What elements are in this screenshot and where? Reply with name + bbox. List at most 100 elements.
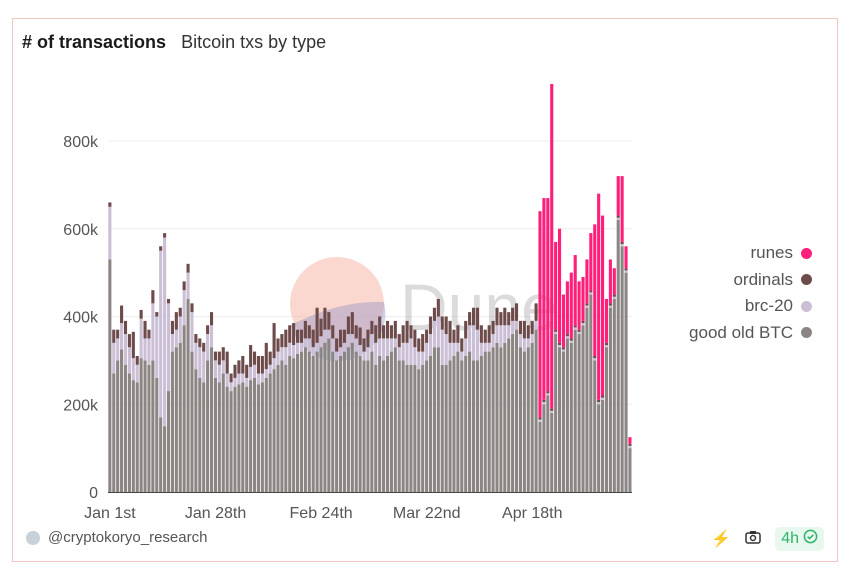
bar-good-old-btc[interactable] xyxy=(120,349,124,492)
bar-good-old-btc[interactable] xyxy=(436,347,440,492)
bar-ordinals[interactable] xyxy=(448,320,452,343)
bar-good-old-btc[interactable] xyxy=(389,351,393,492)
bar-ordinals[interactable] xyxy=(401,325,405,343)
bar-good-old-btc[interactable] xyxy=(249,380,253,492)
bar-runes[interactable] xyxy=(593,224,597,356)
bar-good-old-btc[interactable] xyxy=(432,347,436,492)
bar-brc-20[interactable] xyxy=(593,358,597,361)
bar-brc-20[interactable] xyxy=(163,237,167,427)
bar-ordinals[interactable] xyxy=(628,443,632,446)
bar-good-old-btc[interactable] xyxy=(327,338,331,492)
bar-ordinals[interactable] xyxy=(385,320,390,339)
bar-brc-20[interactable] xyxy=(428,334,433,356)
bar-brc-20[interactable] xyxy=(389,338,393,352)
bar-ordinals[interactable] xyxy=(112,329,116,343)
bar-brc-20[interactable] xyxy=(468,325,472,352)
bar-good-old-btc[interactable] xyxy=(385,355,390,492)
bar-ordinals[interactable] xyxy=(127,334,131,348)
bar-brc-20[interactable] xyxy=(522,338,526,352)
bar-brc-20[interactable] xyxy=(366,347,370,361)
bar-ordinals[interactable] xyxy=(237,360,241,374)
bar-runes[interactable] xyxy=(573,255,577,326)
bar-ordinals[interactable] xyxy=(389,325,393,339)
bar-brc-20[interactable] xyxy=(280,347,284,361)
bar-ordinals[interactable] xyxy=(393,320,397,339)
bar-good-old-btc[interactable] xyxy=(151,360,155,492)
bar-good-old-btc[interactable] xyxy=(260,382,264,492)
bar-runes[interactable] xyxy=(620,176,624,242)
bar-brc-20[interactable] xyxy=(170,334,174,352)
bar-good-old-btc[interactable] xyxy=(155,377,159,492)
bar-brc-20[interactable] xyxy=(194,342,198,370)
bar-ordinals[interactable] xyxy=(436,298,440,317)
bar-good-old-btc[interactable] xyxy=(170,351,174,492)
bar-ordinals[interactable] xyxy=(288,325,292,343)
bar-brc-20[interactable] xyxy=(256,373,261,385)
bar-ordinals[interactable] xyxy=(503,307,507,326)
camera-icon[interactable] xyxy=(745,530,761,549)
bar-brc-20[interactable] xyxy=(213,360,217,378)
bar-brc-20[interactable] xyxy=(221,360,225,374)
bar-ordinals[interactable] xyxy=(190,303,194,313)
bar-brc-20[interactable] xyxy=(507,325,511,339)
bar-good-old-btc[interactable] xyxy=(374,364,378,492)
bar-brc-20[interactable] xyxy=(354,338,358,352)
bar-brc-20[interactable] xyxy=(276,351,280,365)
bar-ordinals[interactable] xyxy=(245,364,249,378)
bar-ordinals[interactable] xyxy=(303,320,307,339)
bar-ordinals[interactable] xyxy=(315,307,319,343)
bar-brc-20[interactable] xyxy=(382,338,386,361)
bar-brc-20[interactable] xyxy=(597,402,601,405)
bar-brc-20[interactable] xyxy=(495,325,499,343)
bar-good-old-btc[interactable] xyxy=(237,384,241,492)
bar-good-old-btc[interactable] xyxy=(276,364,280,492)
bar-brc-20[interactable] xyxy=(112,342,116,374)
bar-brc-20[interactable] xyxy=(159,250,163,418)
bar-ordinals[interactable] xyxy=(382,325,386,339)
bar-ordinals[interactable] xyxy=(292,323,296,346)
bar-good-old-btc[interactable] xyxy=(245,386,249,492)
bar-good-old-btc[interactable] xyxy=(382,360,386,492)
bar-brc-20[interactable] xyxy=(147,338,151,365)
bar-ordinals[interactable] xyxy=(511,307,515,321)
bar-brc-20[interactable] xyxy=(456,342,460,352)
bar-ordinals[interactable] xyxy=(272,323,276,359)
bar-good-old-btc[interactable] xyxy=(370,351,374,492)
bar-good-old-btc[interactable] xyxy=(358,355,362,492)
bar-good-old-btc[interactable] xyxy=(573,329,577,492)
bar-brc-20[interactable] xyxy=(397,347,401,361)
bar-ordinals[interactable] xyxy=(209,312,214,326)
bar-ordinals[interactable] xyxy=(299,329,304,343)
bar-ordinals[interactable] xyxy=(116,329,120,339)
bar-brc-20[interactable] xyxy=(448,342,452,361)
bar-brc-20[interactable] xyxy=(335,351,339,361)
bar-good-old-btc[interactable] xyxy=(350,342,354,492)
bar-good-old-btc[interactable] xyxy=(518,347,523,492)
bar-brc-20[interactable] xyxy=(120,323,124,350)
embed-plug-icon[interactable]: ⚡ xyxy=(711,531,732,548)
bar-good-old-btc[interactable] xyxy=(256,384,261,492)
bar-brc-20[interactable] xyxy=(358,345,362,356)
bar-ordinals[interactable] xyxy=(428,316,433,335)
bar-brc-20[interactable] xyxy=(483,342,487,352)
bar-good-old-btc[interactable] xyxy=(495,342,499,492)
bar-good-old-btc[interactable] xyxy=(604,347,609,492)
bar-runes[interactable] xyxy=(597,193,601,400)
bar-ordinals[interactable] xyxy=(131,331,135,359)
bar-ordinals[interactable] xyxy=(358,327,362,346)
bar-ordinals[interactable] xyxy=(558,342,562,346)
bar-good-old-btc[interactable] xyxy=(166,391,171,492)
bar-runes[interactable] xyxy=(542,198,546,400)
bar-good-old-btc[interactable] xyxy=(534,329,538,492)
bar-good-old-btc[interactable] xyxy=(378,355,382,492)
bar-good-old-btc[interactable] xyxy=(554,334,558,492)
bar-runes[interactable] xyxy=(558,228,562,343)
bar-brc-20[interactable] xyxy=(401,342,405,361)
bar-good-old-btc[interactable] xyxy=(190,351,194,492)
bar-good-old-btc[interactable] xyxy=(612,298,616,492)
bar-ordinals[interactable] xyxy=(612,294,616,297)
bar-good-old-btc[interactable] xyxy=(241,382,245,492)
bar-brc-20[interactable] xyxy=(616,217,620,220)
bar-good-old-btc[interactable] xyxy=(272,369,276,492)
refresh-badge[interactable]: 4h xyxy=(775,527,824,551)
